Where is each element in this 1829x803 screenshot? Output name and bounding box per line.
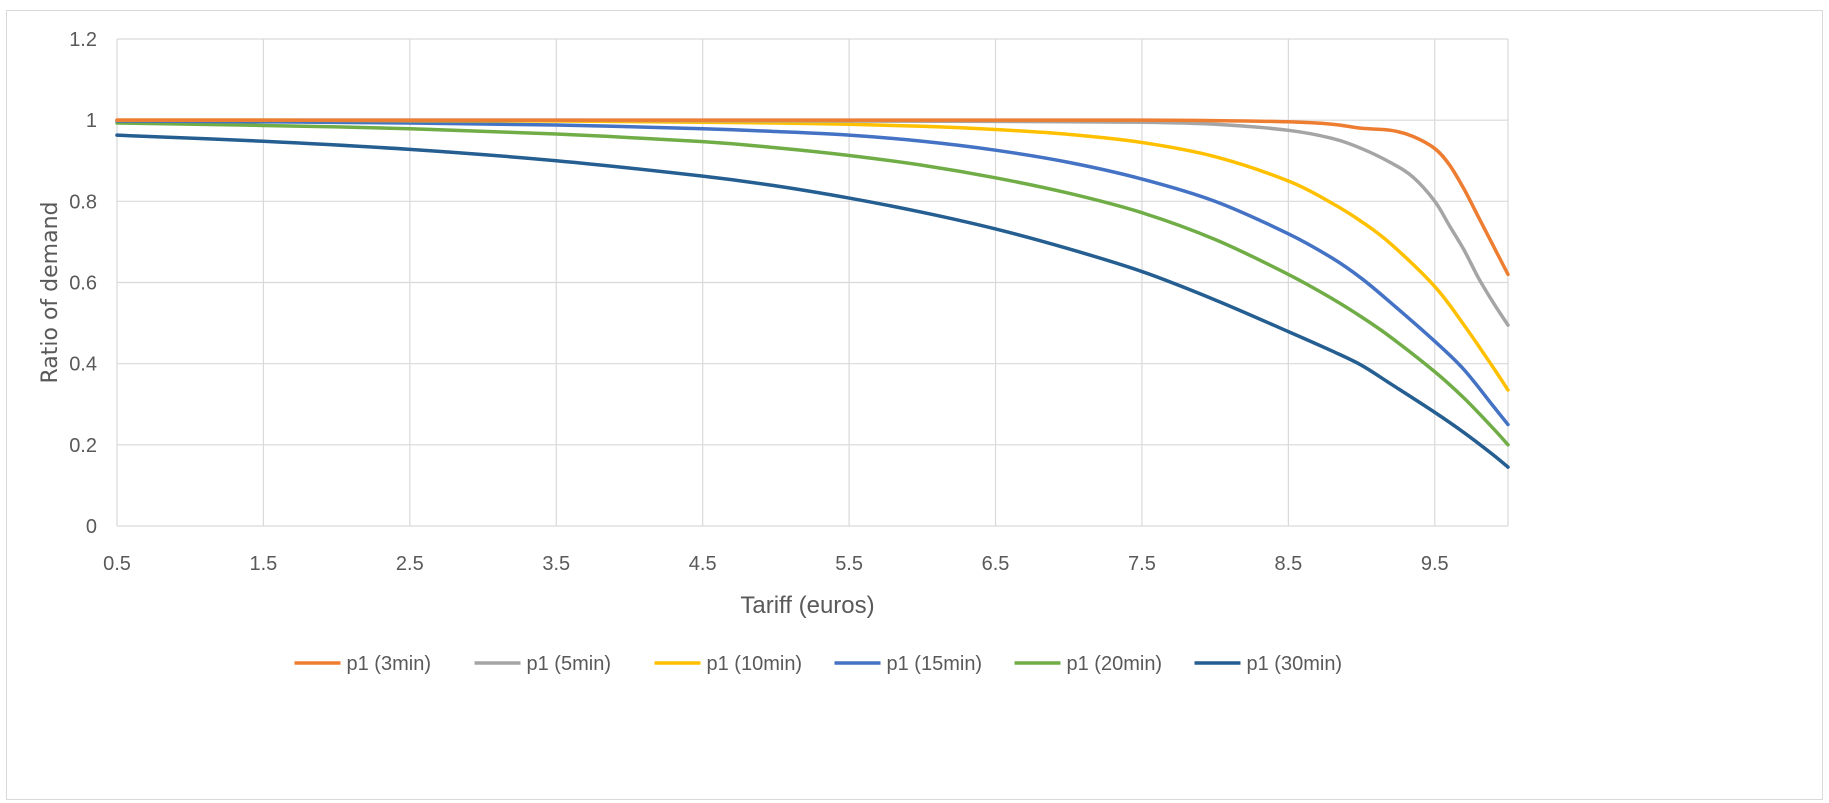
x-tick-label: 5.5 (835, 553, 863, 575)
y-tick-label: 0.8 (69, 191, 97, 213)
x-axis-title: Tariff (euros) (740, 592, 874, 619)
x-tick-labels: 0.5 1.5 2.5 3.5 4.5 5.5 6.5 7.5 8.5 9.5 (103, 553, 1449, 575)
y-tick-label: 0.2 (69, 435, 97, 457)
legend-label: p1 (15min) (887, 653, 983, 675)
legend-label: p1 (10min) (707, 653, 803, 675)
legend-label: p1 (20min) (1067, 653, 1163, 675)
y-tick-label: 0.6 (69, 273, 97, 295)
line-chart: 0 0.2 0.4 0.6 0.8 1 1.2 0.5 1.5 2.5 3.5 4.5 5.5 6.5 7… (38, 29, 1510, 675)
x-tick-label: 1.5 (250, 553, 278, 575)
legend-entry: p1 (3min) (294, 653, 431, 675)
x-tick-label: 6.5 (982, 553, 1010, 575)
legend-label: p1 (30min) (1247, 653, 1343, 675)
series-lines (115, 118, 1510, 469)
y-tick-labels: 0 0.2 0.4 0.6 0.8 1 1.2 (69, 29, 97, 538)
y-tick-label: 0.4 (69, 354, 97, 376)
legend-entry: p1 (10min) (654, 653, 803, 675)
x-tick-label: 0.5 (103, 553, 131, 575)
y-axis-title: Ratio of demand (38, 202, 63, 384)
legend-entry: p1 (20min) (1014, 653, 1163, 675)
x-tick-label: 8.5 (1274, 553, 1302, 575)
series-line-p1-10min (115, 118, 1510, 392)
x-tick-label: 7.5 (1128, 553, 1156, 575)
series-line-p1-20min (115, 121, 1510, 447)
x-tick-label: 4.5 (689, 553, 717, 575)
series-line-p1-15min (115, 119, 1510, 427)
y-tick-label: 1 (86, 110, 97, 132)
series-line-p1-30min (115, 133, 1510, 469)
legend-entry: p1 (30min) (1194, 653, 1343, 675)
legend-label: p1 (3min) (347, 653, 431, 675)
y-tick-label: 1.2 (69, 29, 97, 51)
legend-label: p1 (5min) (527, 653, 611, 675)
legend: p1 (3min) p1 (5min) p1 (10min) p1 (15min) p1… (294, 653, 1343, 675)
series-line-p1-3min (115, 118, 1510, 277)
legend-entry: p1 (5min) (474, 653, 611, 675)
x-tick-label: 3.5 (542, 553, 570, 575)
chart-frame: 0 0.2 0.4 0.6 0.8 1 1.2 0.5 1.5 2.5 3.5 4.5 5.5 6.5 7… (6, 10, 1823, 800)
x-tick-label: 2.5 (396, 553, 424, 575)
x-tick-label: 9.5 (1421, 553, 1449, 575)
gridlines (116, 38, 1509, 527)
y-tick-label: 0 (86, 516, 97, 538)
legend-entry: p1 (15min) (834, 653, 983, 675)
